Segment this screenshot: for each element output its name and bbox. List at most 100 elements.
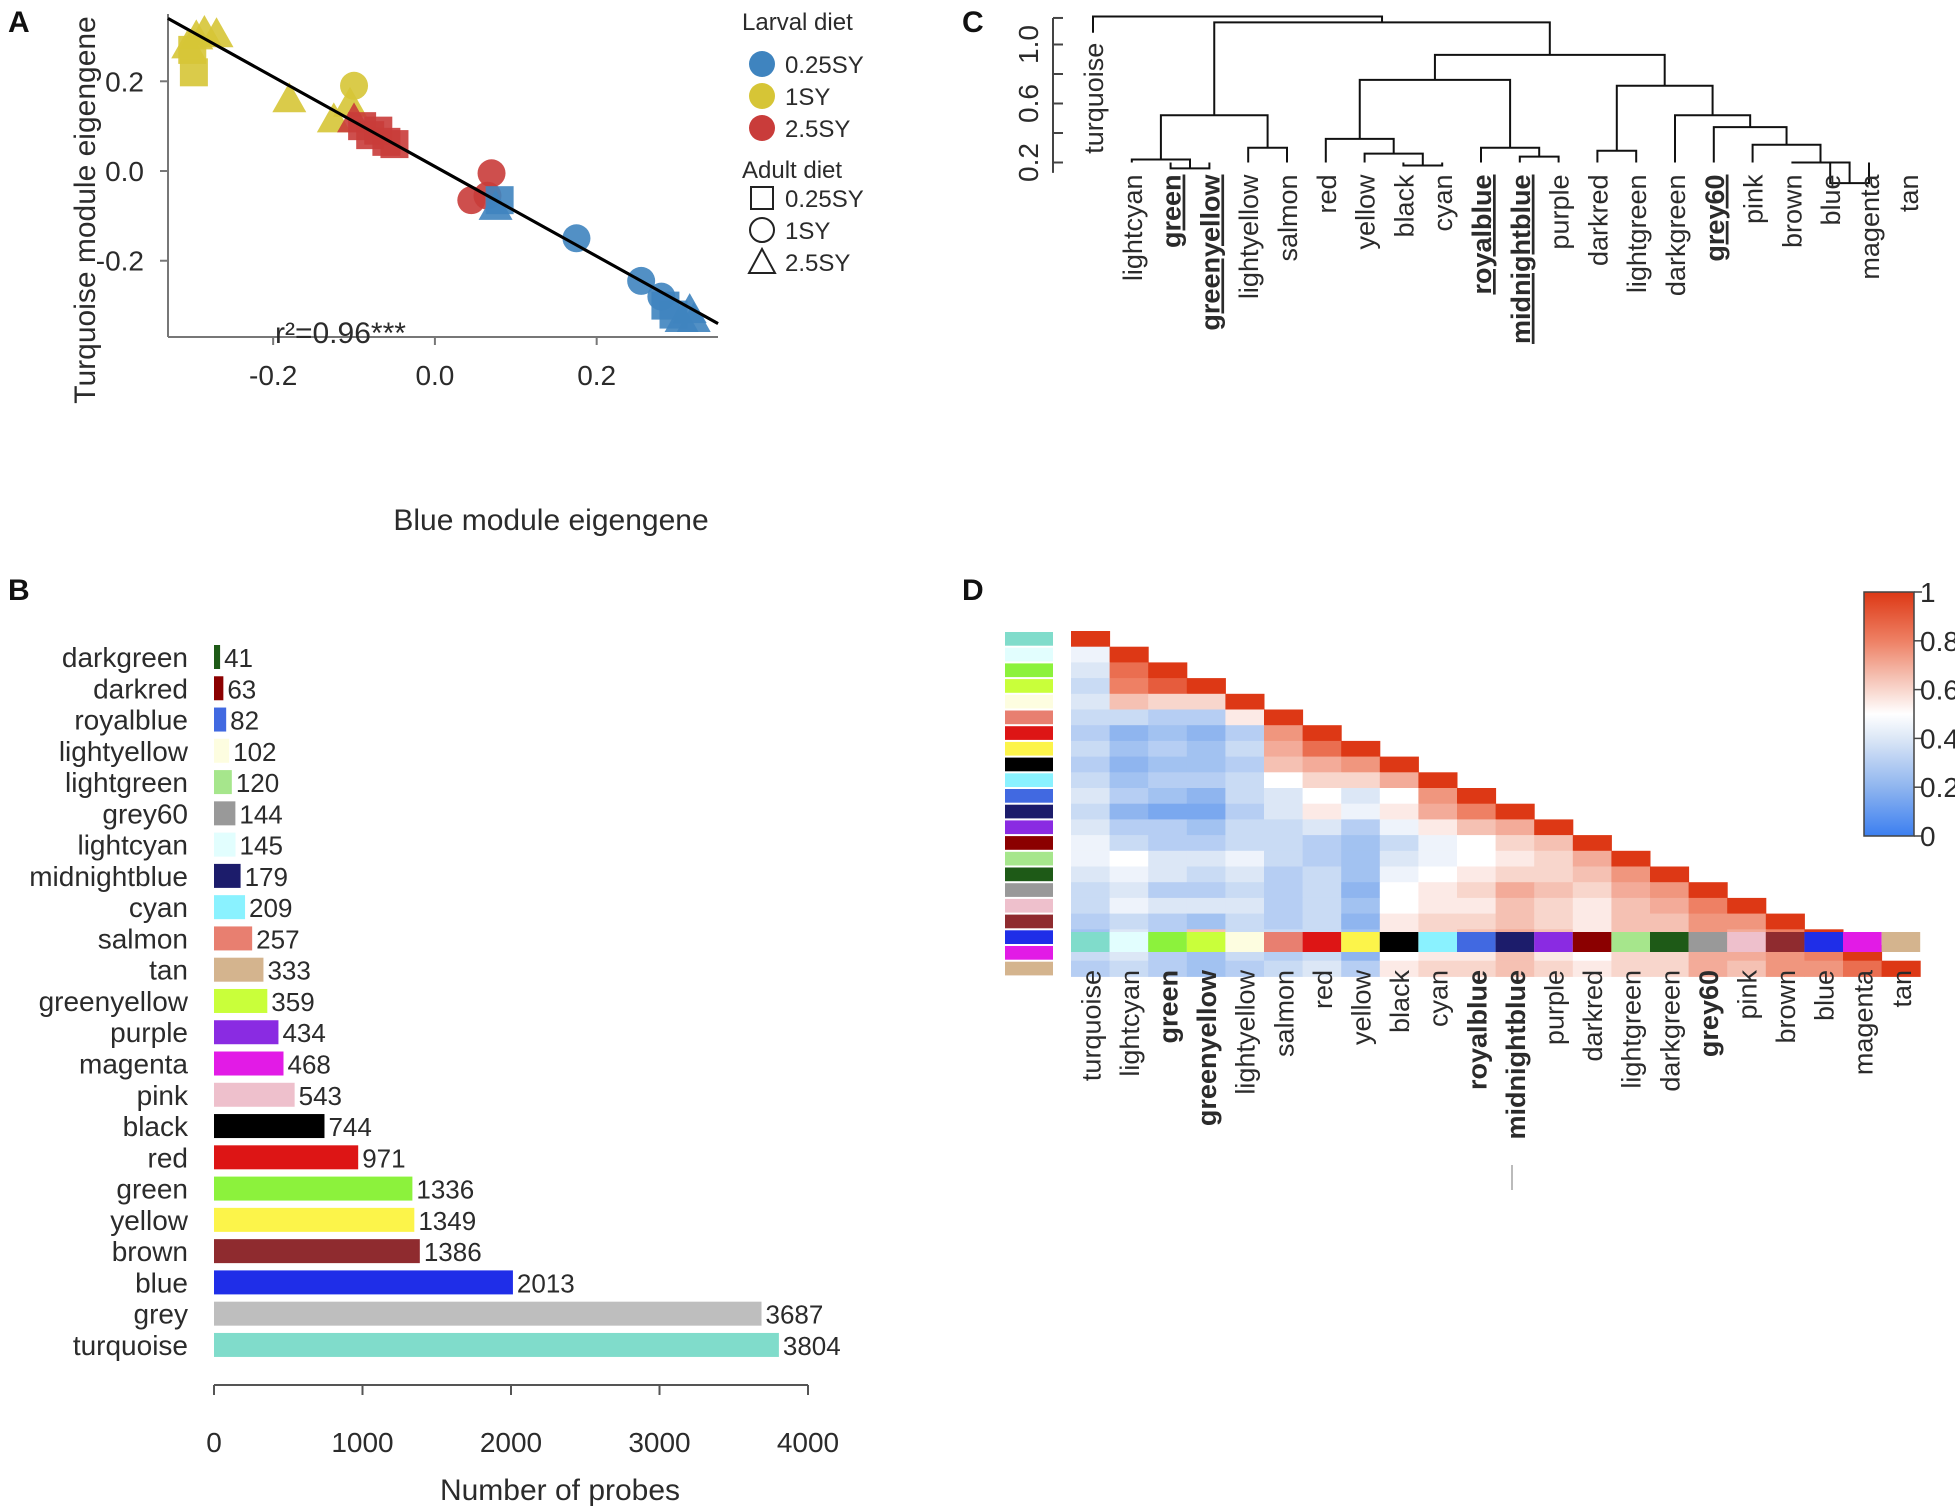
heatmap-cell bbox=[1495, 803, 1535, 820]
bar bbox=[214, 1239, 420, 1264]
dendrogram-leaf-labels: turquoise lightcyan green greenyellow lighty… bbox=[1079, 43, 1924, 344]
heatmap-cell bbox=[1302, 850, 1342, 867]
heatmap-cell bbox=[1109, 662, 1149, 679]
heatmap-cell bbox=[1071, 850, 1111, 867]
legend-larval-title: Larval diet bbox=[742, 9, 853, 36]
heatmap-column-label: cyan bbox=[1424, 970, 1454, 1027]
heatmap-cell bbox=[1534, 866, 1574, 883]
row-color-swatch bbox=[1005, 820, 1053, 835]
heatmap-cell bbox=[1379, 756, 1419, 773]
bar-value-label: 120 bbox=[236, 768, 279, 798]
dendrogram-leaf-label: blue bbox=[1816, 175, 1846, 226]
heatmap-cell bbox=[1379, 803, 1419, 820]
dendrogram-branch bbox=[1247, 146, 1288, 163]
dendrogram-leaf-label: turquoise bbox=[1079, 43, 1109, 154]
column-color-swatch bbox=[1650, 932, 1689, 952]
heatmap-column-label: red bbox=[1308, 970, 1338, 1009]
heatmap-cell bbox=[1264, 788, 1304, 805]
dendrogram-branch bbox=[1596, 149, 1638, 163]
heatmap-cell bbox=[1611, 897, 1651, 915]
heatmap-cell bbox=[1071, 788, 1111, 805]
heatmap-column-label: midnightblue bbox=[1501, 970, 1531, 1139]
heatmap-cell bbox=[1688, 960, 1728, 977]
bar bbox=[214, 988, 268, 1013]
heatmap-column-label: grey60 bbox=[1694, 970, 1724, 1057]
heatmap-cell bbox=[1109, 693, 1149, 710]
heatmap-cell bbox=[1109, 897, 1149, 915]
heatmap-cell bbox=[1071, 725, 1111, 742]
row-color-swatch bbox=[1005, 710, 1053, 725]
heatmap-cell bbox=[1071, 913, 1111, 930]
heatmap-cell bbox=[1379, 866, 1419, 883]
heatmap-cell bbox=[1109, 960, 1149, 977]
bar-value-label: 468 bbox=[287, 1050, 330, 1080]
heatmap-cell bbox=[1727, 960, 1767, 977]
scatter-point bbox=[477, 159, 506, 188]
heatmap-cell bbox=[1071, 897, 1111, 915]
dendrogram-leaf-label: lightyellow bbox=[1234, 174, 1264, 299]
bar bbox=[214, 1114, 325, 1139]
column-color-swatch bbox=[1302, 932, 1342, 952]
heatmap-cell bbox=[1341, 913, 1381, 930]
heatmap-cell bbox=[1186, 756, 1226, 773]
scatter-point bbox=[340, 71, 369, 100]
row-color-swatch bbox=[1005, 836, 1053, 850]
heatmap-cell bbox=[1186, 913, 1226, 930]
heatmap-cell bbox=[1302, 960, 1342, 977]
heatmap-cell bbox=[1379, 788, 1419, 805]
row-color-swatch bbox=[1005, 946, 1053, 960]
bar-category-label: turquoise bbox=[73, 1330, 188, 1361]
heatmap-cell bbox=[1611, 960, 1651, 977]
heatmap-cell bbox=[1109, 709, 1149, 726]
heatmap-cell bbox=[1341, 850, 1381, 867]
heatmap-cell bbox=[1650, 960, 1690, 977]
heatmap-cell bbox=[1765, 913, 1805, 930]
heatmap-cell bbox=[1109, 678, 1149, 695]
bar-category-label: cyan bbox=[129, 892, 188, 923]
scatter-x-tick-label: -0.2 bbox=[249, 360, 297, 391]
column-color-swatch bbox=[1611, 932, 1650, 952]
dendrogram-branch bbox=[1615, 84, 1714, 151]
column-color-swatch bbox=[1727, 932, 1766, 952]
bar-category-label: brown bbox=[112, 1236, 188, 1267]
heatmap-cell bbox=[1418, 835, 1458, 852]
bar-category-label: blue bbox=[135, 1267, 188, 1298]
bar-category-label: royalblue bbox=[74, 705, 188, 736]
heatmap-cell bbox=[1148, 913, 1188, 930]
scatter-points bbox=[167, 14, 719, 333]
bar bbox=[214, 863, 241, 888]
column-color-swatch bbox=[1765, 932, 1805, 952]
heatmap-cell bbox=[1341, 803, 1381, 820]
heatmap-cell bbox=[1302, 772, 1342, 789]
heatmap-cell bbox=[1109, 913, 1149, 930]
heatmap-cell bbox=[1457, 897, 1497, 915]
heatmap-cell bbox=[1302, 913, 1342, 930]
dendrogram-leaf-label: lightgreen bbox=[1622, 175, 1652, 294]
heatmap-cell bbox=[1379, 897, 1419, 915]
bar bbox=[214, 1207, 415, 1232]
heatmap-column-label: turquoise bbox=[1076, 970, 1106, 1081]
bar bbox=[214, 1332, 779, 1357]
bar bbox=[214, 1020, 279, 1045]
heatmap-cell bbox=[1418, 882, 1458, 899]
column-color-swatch bbox=[1186, 932, 1226, 952]
heatmap-cell bbox=[1688, 913, 1728, 930]
dendrogram-tick-label: 1.0 bbox=[1013, 25, 1044, 64]
column-color-swatch bbox=[1843, 932, 1882, 952]
heatmap-cell bbox=[1341, 897, 1381, 915]
heatmap-cell bbox=[1379, 850, 1419, 867]
dendrogram-y-axis: 0.2 0.6 1.0 bbox=[1013, 16, 1063, 182]
legend-adult-label: 0.25SY bbox=[785, 186, 864, 213]
heatmap-cell bbox=[1109, 882, 1149, 899]
dendrogram-tick-label: 0.2 bbox=[1013, 143, 1044, 182]
heatmap-cell bbox=[1650, 866, 1690, 883]
heatmap-cell bbox=[1186, 882, 1226, 899]
heatmap-cell bbox=[1109, 850, 1149, 867]
heatmap-cell bbox=[1264, 850, 1304, 867]
heatmap-column-label: yellow bbox=[1347, 970, 1377, 1046]
dendrogram-branches bbox=[1092, 15, 1870, 185]
bar-category-label: salmon bbox=[98, 923, 188, 954]
bar-value-label: 41 bbox=[224, 643, 253, 673]
heatmap-cell bbox=[1225, 725, 1265, 742]
scatter-point bbox=[272, 82, 307, 113]
